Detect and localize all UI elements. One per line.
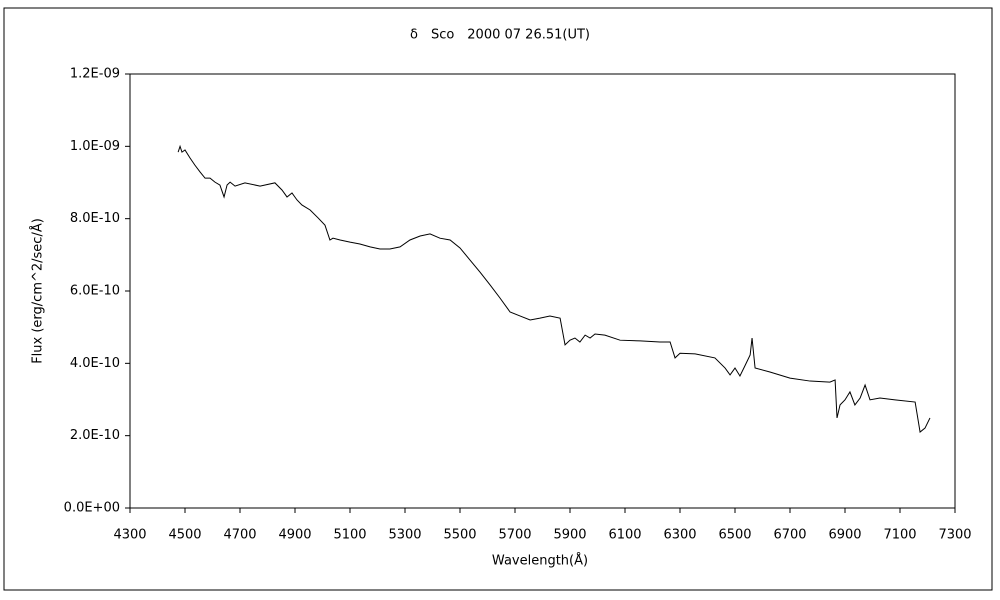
x-tick-label: 4900 xyxy=(278,528,311,543)
x-tick-label: 6300 xyxy=(663,528,696,543)
chart-title: δ Sco 2000 07 26.51(UT) xyxy=(410,28,590,43)
y-tick-label: 0.0E+00 xyxy=(64,501,120,516)
chart-frame xyxy=(3,7,993,591)
x-tick-label: 6500 xyxy=(718,528,751,543)
y-tick-label: 4.0E-10 xyxy=(70,356,120,371)
x-tick-label: 4500 xyxy=(168,528,201,543)
y-tick-label: 1.2E-09 xyxy=(70,67,120,82)
y-tick-label: 8.0E-10 xyxy=(70,211,120,226)
x-tick-label: 6900 xyxy=(828,528,861,543)
x-tick-label: 5700 xyxy=(498,528,531,543)
x-axis-title: Wavelength(Å) xyxy=(492,553,588,569)
x-tick-label: 5500 xyxy=(443,528,476,543)
y-tick-label: 6.0E-10 xyxy=(70,284,120,299)
x-tick-label: 4700 xyxy=(223,528,256,543)
x-tick-label: 6100 xyxy=(608,528,641,543)
x-tick-label: 7300 xyxy=(938,528,971,543)
spectrum-line xyxy=(177,144,931,433)
y-tick-label: 2.0E-10 xyxy=(70,428,120,443)
y-tick-label: 1.0E-09 xyxy=(70,139,120,154)
y-axis-title: Flux (erg/cm^2/sec/Å) xyxy=(30,218,46,364)
x-tick-label: 7100 xyxy=(883,528,916,543)
x-tick-label: 5900 xyxy=(553,528,586,543)
x-tick-label: 5300 xyxy=(388,528,421,543)
x-tick-label: 4300 xyxy=(113,528,146,543)
x-tick-label: 6700 xyxy=(773,528,806,543)
x-tick-label: 5100 xyxy=(333,528,366,543)
